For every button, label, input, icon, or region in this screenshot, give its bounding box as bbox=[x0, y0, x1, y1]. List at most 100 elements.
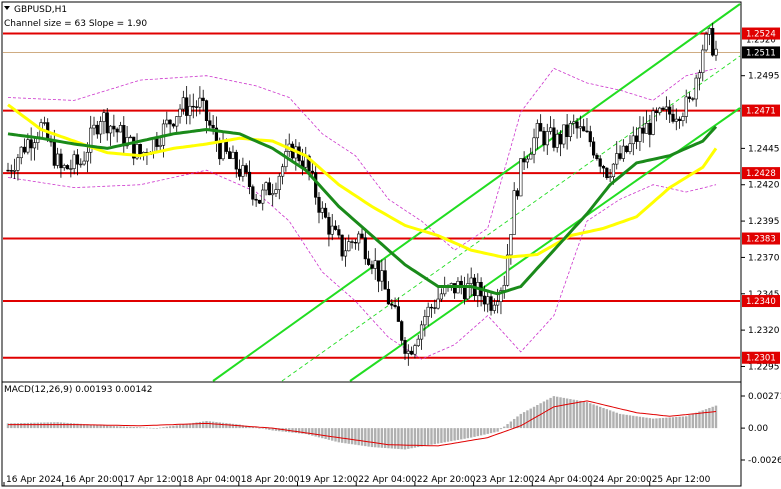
ma-yellow bbox=[7, 103, 718, 259]
level-tag-1: 1.2471 bbox=[746, 107, 776, 117]
candle-body bbox=[89, 127, 93, 153]
price-axis-ticks: 1.24951.24451.24201.23951.23701.23451.23… bbox=[741, 72, 780, 372]
price-tick-label: 1.2345 bbox=[748, 290, 780, 300]
candle-body bbox=[16, 157, 20, 171]
macd-histogram-bar bbox=[139, 427, 142, 429]
candle-body bbox=[267, 182, 271, 196]
candle-body bbox=[314, 172, 318, 198]
macd-histogram-bar bbox=[49, 422, 53, 429]
candle-body bbox=[92, 124, 96, 129]
macd-histogram-bar bbox=[317, 428, 321, 438]
candle-body bbox=[429, 306, 434, 309]
candle-body bbox=[29, 139, 33, 149]
macd-histogram-bar bbox=[526, 410, 529, 429]
time-tick-label: 16 Apr 2024 bbox=[6, 475, 62, 485]
macd-histogram-bar bbox=[383, 428, 387, 449]
candle-body bbox=[65, 165, 70, 170]
candle-body bbox=[396, 306, 400, 322]
macd-histogram-bar bbox=[274, 428, 278, 431]
candle-body bbox=[608, 176, 612, 179]
candle-body bbox=[505, 254, 510, 286]
candle-body bbox=[62, 165, 66, 169]
candle-body bbox=[158, 144, 162, 147]
macd-histogram-bar bbox=[456, 428, 460, 440]
candle-body bbox=[691, 98, 695, 100]
macd-histogram-bar bbox=[711, 406, 714, 429]
level-tag-5-bg bbox=[742, 351, 780, 364]
macd-histogram-bar bbox=[245, 425, 248, 429]
macd-histogram-bar bbox=[509, 421, 513, 429]
candle-body bbox=[605, 167, 609, 179]
ma-green bbox=[7, 125, 718, 296]
candle-body bbox=[496, 301, 500, 306]
macd-histogram-bar bbox=[168, 426, 172, 429]
candle-body bbox=[674, 118, 678, 122]
candle-body bbox=[234, 151, 238, 170]
candle-body bbox=[380, 270, 384, 282]
macd-histogram-bar bbox=[625, 414, 628, 429]
candle-body bbox=[631, 135, 635, 145]
macd-histogram-bar bbox=[665, 417, 668, 429]
macd-histogram-bar bbox=[29, 422, 33, 429]
macd-histogram-bar bbox=[109, 425, 112, 429]
candle-body bbox=[357, 233, 361, 244]
candle-body bbox=[628, 143, 632, 152]
time-tick-label: 24 Apr 20:00 bbox=[593, 475, 652, 485]
candle-body bbox=[601, 165, 606, 169]
macd-histogram-bar bbox=[304, 428, 307, 435]
macd-histogram-bar bbox=[155, 428, 159, 429]
candle-body bbox=[347, 241, 351, 252]
level-tag-0-bg bbox=[742, 27, 780, 40]
candle-body bbox=[634, 135, 639, 142]
candle-body bbox=[237, 168, 242, 177]
candle-body bbox=[277, 175, 281, 190]
candle-body bbox=[406, 350, 410, 354]
macd-histogram-bar bbox=[608, 410, 612, 429]
price-tick-label: 1.2495 bbox=[748, 72, 780, 82]
macd-histogram-bar bbox=[642, 417, 645, 429]
macd-histogram-bar bbox=[86, 424, 89, 429]
candle-body bbox=[333, 225, 338, 230]
candle-body bbox=[416, 338, 420, 346]
macd-histogram-bar bbox=[261, 428, 264, 429]
symbol-dropdown-icon[interactable] bbox=[4, 6, 10, 10]
macd-histogram-bar bbox=[129, 426, 132, 429]
candle-body bbox=[535, 123, 539, 139]
support-resistance-levels bbox=[3, 32, 740, 359]
level-tag-3-bg bbox=[742, 232, 780, 245]
macd-histogram-bar bbox=[79, 423, 82, 429]
macd-histogram-bar bbox=[182, 424, 185, 429]
macd-histogram-bar bbox=[125, 426, 129, 429]
candle-body bbox=[59, 153, 63, 169]
candle-body bbox=[423, 316, 427, 326]
macd-histogram-bar bbox=[671, 417, 675, 429]
macd-histogram-bar bbox=[291, 428, 294, 433]
macd-histogram-bar bbox=[387, 428, 390, 449]
macd-histogram-bar bbox=[264, 428, 268, 430]
macd-histogram-bar bbox=[532, 406, 536, 429]
candle-body bbox=[678, 118, 682, 121]
bollinger-upper bbox=[7, 67, 717, 251]
candle-body bbox=[410, 350, 414, 355]
macd-histogram-bar bbox=[69, 423, 73, 429]
macd-histogram-bar bbox=[178, 424, 182, 429]
candle-body bbox=[615, 153, 619, 165]
macd-histogram-bar bbox=[364, 428, 367, 447]
macd-histogram-bar bbox=[165, 426, 169, 429]
macd-histogram-bar bbox=[188, 423, 192, 429]
candle-body bbox=[56, 153, 60, 166]
macd-histogram-bar bbox=[648, 418, 652, 429]
macd-histogram-bar bbox=[218, 422, 221, 429]
macd-histogram-bar bbox=[142, 427, 145, 429]
candle-body bbox=[400, 321, 404, 341]
macd-histogram-bar bbox=[413, 428, 417, 448]
candle-body bbox=[125, 137, 129, 147]
candle-body bbox=[75, 154, 80, 165]
candle-body bbox=[6, 169, 10, 172]
macd-histogram-bar bbox=[420, 428, 423, 447]
macd-histogram-bar bbox=[542, 401, 546, 429]
macd-histogram-bar bbox=[549, 397, 552, 429]
